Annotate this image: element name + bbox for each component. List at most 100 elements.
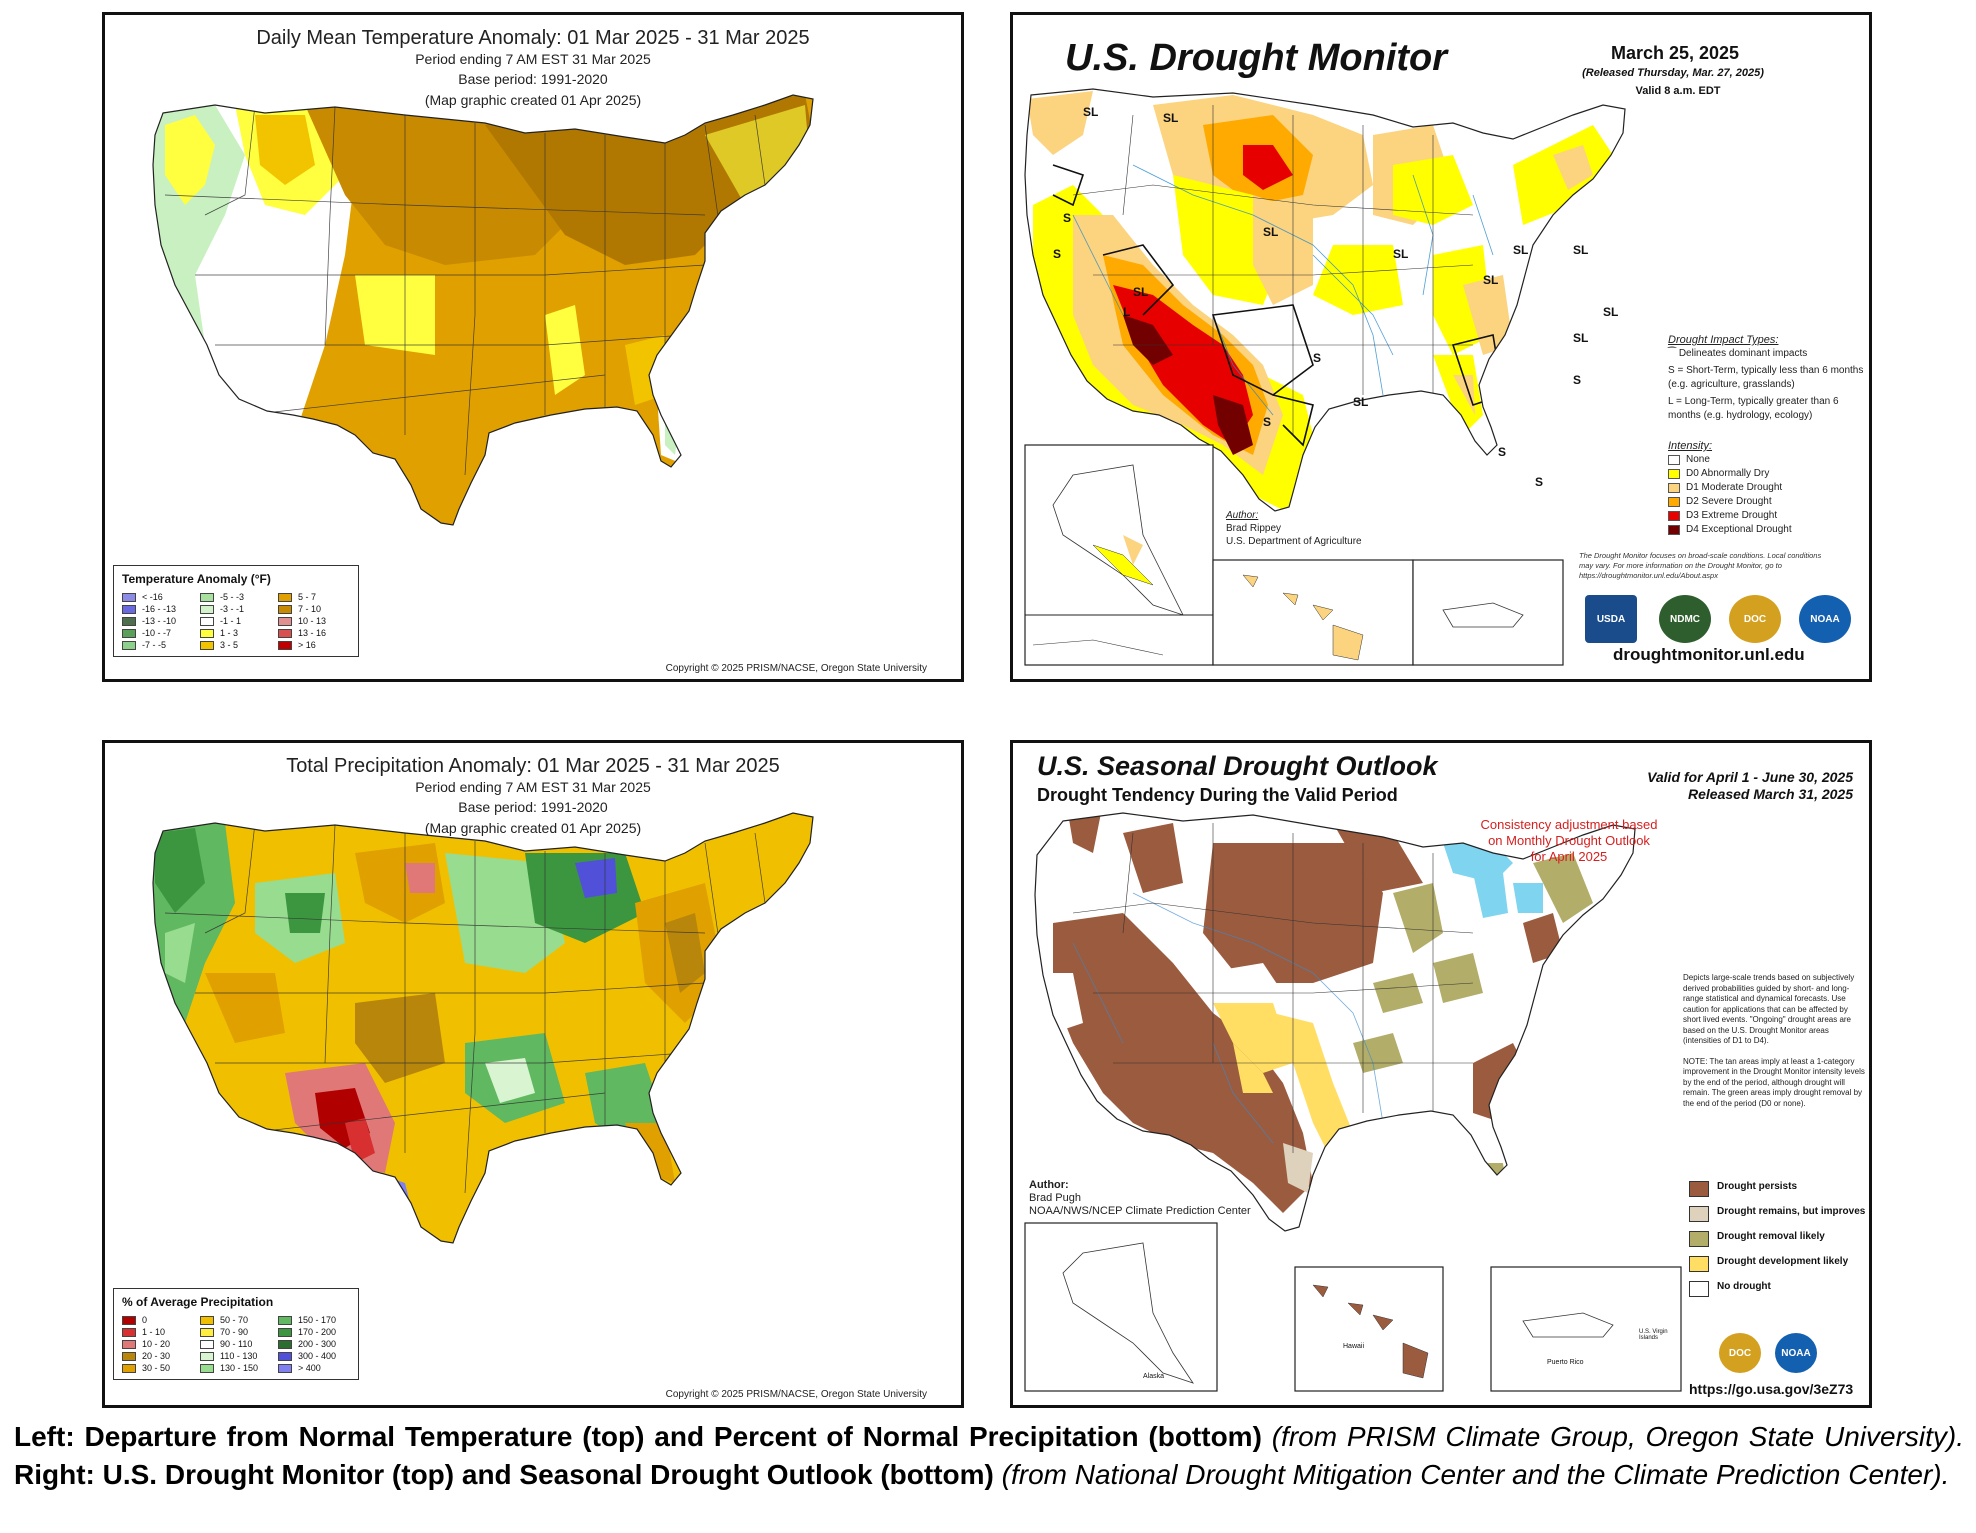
noaa-logo-icon: NOAA [1799,595,1851,643]
caption-bold-right: Right: U.S. Drought Monitor (top) and Se… [14,1459,994,1490]
drought-intensity-swatch [1668,497,1680,507]
temperature-legend-swatch [122,628,136,638]
precipitation-legend-item: 20 - 30 [122,1351,194,1361]
temperature-legend-label: -16 - -13 [142,604,177,614]
drought-monitor-date: March 25, 2025 [1610,43,1740,63]
temperature-legend-item: 1 - 3 [200,628,272,638]
temperature-map-title: Daily Mean Temperature Anomaly: 01 Mar 2… [256,27,810,49]
seasonal-outlook-valid-period: Valid for April 1 - June 30, 2025 [1647,769,1853,785]
precipitation-copyright: Copyright © 2025 PRISM/NACSE, Oregon Sta… [665,1389,927,1400]
precipitation-legend-label: 30 - 50 [142,1363,171,1373]
precipitation-legend-swatch [200,1363,214,1373]
temperature-legend-item: -1 - 1 [200,616,272,626]
seasonal-legend-item: Drought persists [1689,1181,1865,1197]
temperature-map-period: Period ending 7 AM EST 31 Mar 2025 [415,51,651,67]
temperature-legend-label: 5 - 7 [298,592,317,602]
inset-label-virgin-islands: U.S. Virgin Islands [1639,1329,1668,1341]
precipitation-legend-label: 130 - 150 [220,1363,259,1373]
precipitation-anomaly-map-panel: Total Precipitation Anomaly: 01 Mar 2025… [102,740,964,1408]
temperature-legend-label: 7 - 10 [298,604,322,614]
seasonal-outlook-url[interactable]: https://go.usa.gov/3eZ73 [1689,1381,1854,1397]
drought-intensity-item: D0 Abnormally Dry [1668,467,1868,481]
drought-intensity-label: None [1686,454,1710,465]
drought-intensity-title: Intensity: [1668,440,1713,452]
drought-impact-map-label: SL [1603,305,1619,319]
drought-monitor-panel: SL SL S S SL L SL SL SL S SL S SL SL S SL S SL S U.S. Drou… [1010,12,1872,682]
precipitation-legend-item: > 400 [278,1363,350,1373]
drought-impact-map-label: SL [1483,273,1499,287]
ndmc-logo-icon: NDMC [1659,595,1711,643]
drought-intensity-label: D0 Abnormally Dry [1686,468,1770,479]
drought-impact-map-label: SL [1083,105,1099,119]
temperature-legend-swatch [200,628,214,638]
drought-impact-map-label: SL [1573,243,1589,257]
precipitation-legend-item: 150 - 170 [278,1315,350,1325]
temperature-legend-item: > 16 [278,640,350,650]
precipitation-legend-swatch [122,1351,136,1361]
temperature-legend-swatch [278,604,292,614]
seasonal-outlook-released: Released March 31, 2025 [1688,786,1853,802]
precipitation-legend-item: 170 - 200 [278,1327,350,1337]
drought-intensity-item: D1 Moderate Drought [1668,481,1868,495]
seasonal-outlook-valid: Valid for April 1 - June 30, 2025 Releas… [1647,769,1853,803]
temperature-legend-label: -10 - -7 [142,628,172,638]
usda-logo-icon: USDA [1585,595,1637,643]
seasonal-outlook-desc-2: NOTE: The tan areas imply at least a 1-c… [1683,1056,1865,1108]
precipitation-legend: % of Average Precipitation 0 50 - 70 150 -… [113,1288,359,1380]
inset-label-puerto-rico: Puerto Rico [1547,1359,1584,1366]
temperature-legend-item: 5 - 7 [278,592,350,602]
drought-monitor-note: The Drought Monitor focuses on broad-sca… [1579,551,1822,580]
caption-bold-left: Left: Departure from Normal Temperature … [14,1421,1262,1452]
drought-intensity-item: D4 Exceptional Drought [1668,523,1868,537]
drought-monitor-author-label: Author: [1226,510,1259,521]
precipitation-legend-item: 0 [122,1315,194,1325]
temperature-legend-item: 3 - 5 [200,640,272,650]
drought-impact-map-label: SL [1513,243,1529,257]
temperature-legend-item: -3 - -1 [200,604,272,614]
precipitation-legend-label: 200 - 300 [298,1339,337,1349]
precipitation-legend-item: 50 - 70 [200,1315,272,1325]
drought-intensity-item: None [1668,453,1868,467]
drought-impact-map-label: SL [1163,111,1179,125]
precipitation-legend-swatch [122,1363,136,1373]
drought-impact-map-label: S [1535,475,1544,489]
seasonal-legend-item: Drought removal likely [1689,1231,1865,1247]
precipitation-legend-label: 10 - 20 [142,1339,171,1349]
drought-impact-map-label: S [1498,445,1507,459]
drought-monitor-url[interactable]: droughtmonitor.unl.edu [1613,645,1805,664]
precipitation-legend-swatch [278,1363,292,1373]
precipitation-legend-swatch [200,1327,214,1337]
precipitation-legend-swatch [278,1315,292,1325]
drought-intensity-swatch [1668,525,1680,535]
seasonal-legend-item: Drought remains, but improves [1689,1206,1865,1222]
temperature-legend-item: 7 - 10 [278,604,350,614]
temperature-legend-swatch [122,640,136,650]
precipitation-legend-swatch [122,1339,136,1349]
drought-impact-map-label: L [1123,305,1131,319]
precipitation-legend-label: 90 - 110 [220,1339,253,1349]
drought-intensity-label: D2 Severe Drought [1686,496,1772,507]
drought-impact-map-label: SL [1353,395,1369,409]
drought-intensity-swatch [1668,483,1680,493]
temperature-legend-item: -16 - -13 [122,604,194,614]
seasonal-outlook-author-label: Author: [1029,1179,1069,1191]
temperature-legend-label: 1 - 3 [220,628,239,638]
drought-intensity-label: D1 Moderate Drought [1686,482,1783,493]
temperature-legend-label: -3 - -1 [220,604,245,614]
temperature-legend-label: 10 - 13 [298,616,327,626]
doc-logo-icon: DOC [1719,1333,1761,1373]
temperature-legend-swatch [122,592,136,602]
precipitation-legend-swatch [200,1339,214,1349]
precipitation-legend-label: 1 - 10 [142,1327,166,1337]
temperature-legend-swatch [122,604,136,614]
precipitation-map-title: Total Precipitation Anomaly: 01 Mar 2025… [286,755,780,777]
precipitation-legend-item: 300 - 400 [278,1351,350,1361]
drought-impact-map-label: S [1263,415,1272,429]
temperature-anomaly-map-panel: Daily Mean Temperature Anomaly: 01 Mar 2… [102,12,964,682]
temperature-map-created: (Map graphic created 01 Apr 2025) [424,92,642,108]
temperature-legend-swatch [200,640,214,650]
precipitation-anomaly-map [152,812,814,1244]
drought-monitor-author: Author: Brad Rippey U.S. Department of A… [1226,509,1362,548]
drought-intensity-label: D3 Extreme Drought [1686,510,1778,521]
drought-monitor-author-org: U.S. Department of Agriculture [1226,536,1362,547]
